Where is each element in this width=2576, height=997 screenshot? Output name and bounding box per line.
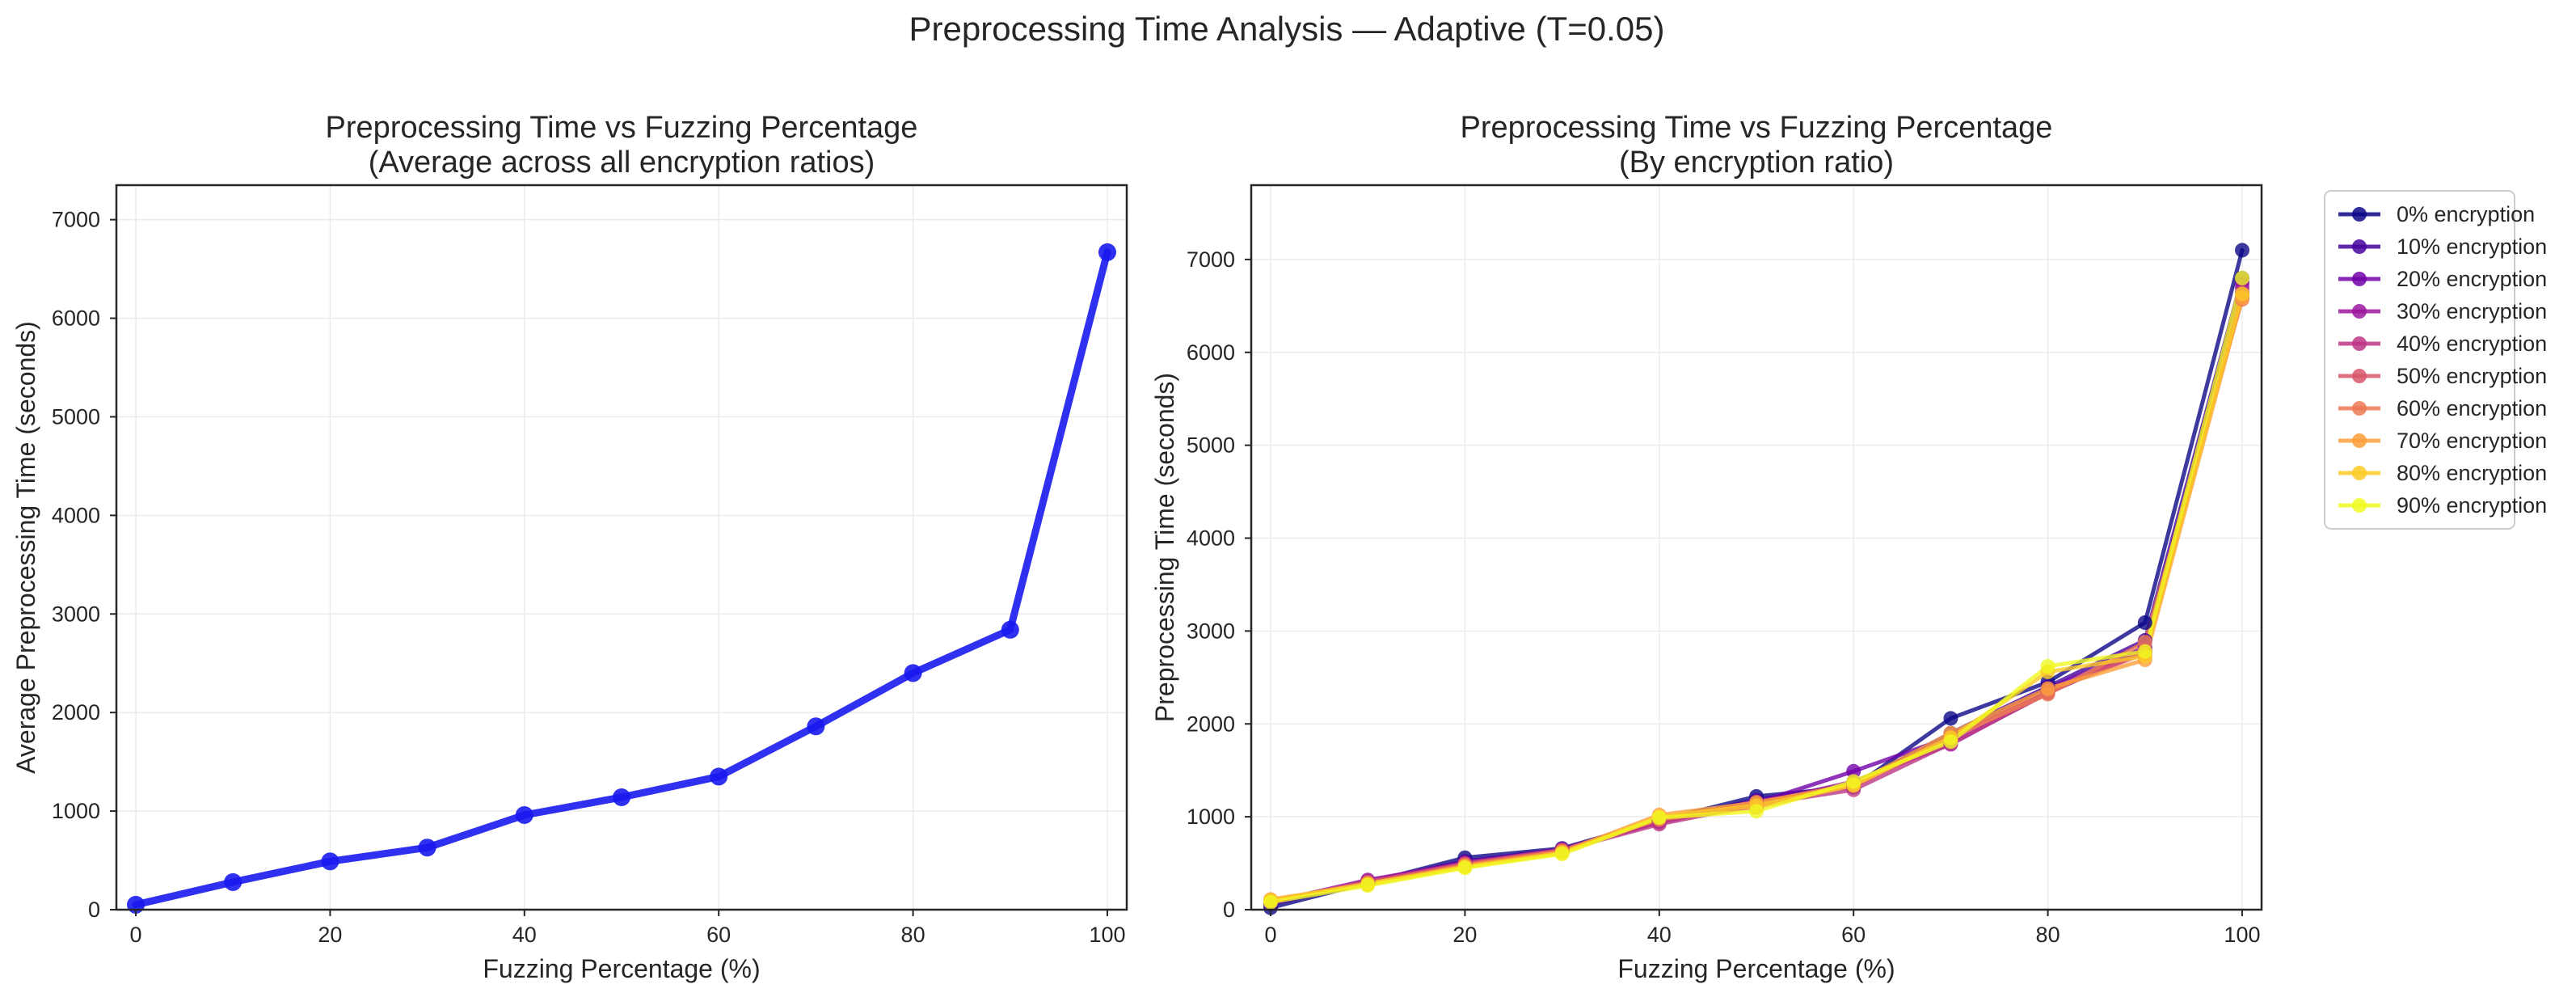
left-chart-data-point (418, 839, 436, 857)
right-chart-data-point (1749, 804, 1764, 819)
legend-entry-label: 50% encryption (2397, 364, 2547, 388)
left-chart-data-point (224, 872, 242, 891)
legend-entry-label: 70% encryption (2397, 429, 2547, 453)
legend-marker-swatch (2352, 369, 2367, 383)
left-chart-x-ticks: 0 20 40 60 80 100 (130, 910, 1125, 947)
left-chart-y-tick-label: 2000 (52, 700, 100, 725)
left-chart-x-tick-label: 60 (706, 923, 731, 947)
right-chart-data-point (2235, 270, 2249, 285)
right-chart-x-tick-label: 60 (1841, 923, 1866, 947)
right-chart-panel: 0 20 40 60 80 100 0 1000 2000 3000 4000 5000 6000 70… (1150, 111, 2263, 983)
right-chart-y-tick-label: 2000 (1187, 712, 1235, 736)
left-chart-data-point (321, 852, 339, 871)
legend-marker-swatch (2352, 498, 2367, 513)
right-chart-y-tick-label: 0 (1223, 898, 1235, 922)
left-chart-data-point (1001, 620, 1019, 639)
left-chart-data-point (807, 717, 825, 736)
right-chart-data-point (1554, 847, 1570, 862)
left-chart-y-tick-label: 5000 (52, 404, 100, 429)
right-chart-data-point (1651, 810, 1667, 826)
left-chart-data-point (904, 664, 922, 682)
left-chart-y-tick-label: 3000 (52, 602, 100, 626)
legend-entry-label: 90% encryption (2397, 493, 2547, 518)
right-chart-y-axis-label: Preprocessing Time (seconds) (1150, 373, 1179, 722)
left-chart-x-tick-label: 0 (130, 923, 142, 947)
right-chart-y-tick-label: 1000 (1187, 805, 1235, 829)
left-chart-y-tick-label: 1000 (52, 799, 100, 823)
right-chart-x-tick-label: 20 (1452, 923, 1477, 947)
left-chart-y-ticks: 0 1000 2000 3000 4000 5000 6000 7000 (52, 208, 116, 922)
left-chart-points (127, 243, 1116, 914)
legend-marker-swatch (2352, 466, 2367, 480)
left-chart-data-point (710, 767, 728, 786)
right-chart-legend: 0% encryption 10% encryption 20% encryptio… (2324, 190, 2547, 530)
left-chart-y-tick-label: 7000 (52, 208, 100, 232)
right-chart-title-line2: (By encryption ratio) (1619, 146, 1894, 180)
left-chart-y-tick-label: 6000 (52, 306, 100, 331)
left-chart-title-line2: (Average across all encryption ratios) (369, 146, 875, 180)
right-chart-frame (1250, 184, 2263, 911)
right-chart-y-tick-label: 3000 (1187, 619, 1235, 643)
right-chart-x-tick-label: 80 (2036, 923, 2060, 947)
right-chart-y-tick-label: 5000 (1187, 433, 1235, 458)
left-chart-x-tick-label: 100 (1089, 923, 1125, 947)
legend-marker-swatch (2352, 304, 2367, 319)
legend-entry-label: 80% encryption (2397, 461, 2547, 485)
right-chart-x-tick-label: 0 (1265, 923, 1277, 947)
legend-marker-swatch (2352, 207, 2367, 222)
left-chart-frame (115, 184, 1128, 911)
right-chart-x-ticks: 0 20 40 60 80 100 (1265, 910, 2260, 947)
left-chart-x-tick-label: 80 (901, 923, 925, 947)
right-chart-x-tick-label: 100 (2224, 923, 2260, 947)
right-chart-data-point (1263, 894, 1278, 910)
right-chart-data-point (2040, 681, 2055, 696)
left-chart-x-tick-label: 20 (318, 923, 342, 947)
right-chart-data-point (1457, 860, 1473, 876)
right-chart-y-tick-label: 4000 (1187, 526, 1235, 551)
legend-marker-swatch (2352, 272, 2367, 286)
right-chart-data-point (2137, 644, 2152, 659)
legend-marker-swatch (2352, 239, 2367, 254)
legend-items: 0% encryption 10% encryption 20% encryptio… (2338, 202, 2547, 518)
legend-entry-label: 10% encryption (2397, 234, 2547, 259)
right-chart-x-tick-label: 40 (1647, 923, 1672, 947)
legend-marker-swatch (2352, 433, 2367, 448)
right-chart-y-tick-label: 7000 (1187, 247, 1235, 272)
right-chart-y-ticks: 0 1000 2000 3000 4000 5000 6000 7000 (1187, 247, 1251, 922)
left-chart-grid (116, 185, 1127, 910)
left-chart-data-point (613, 788, 630, 806)
legend-marker-swatch (2352, 401, 2367, 416)
left-chart-y-axis-label: Average Preprocessing Time (seconds) (11, 321, 40, 774)
right-chart-data-point (1943, 711, 1958, 726)
right-chart-data-point (1943, 734, 1958, 750)
right-chart-data-point (1360, 878, 1376, 893)
left-chart-x-axis-label: Fuzzing Percentage (%) (483, 954, 760, 983)
legend-entry-label: 40% encryption (2397, 332, 2547, 356)
legend-entry-label: 20% encryption (2397, 267, 2547, 291)
legend-frame (2324, 190, 2515, 530)
right-chart-data-point (1846, 763, 1861, 779)
legend-marker-swatch (2352, 336, 2367, 351)
legend-entry-label: 60% encryption (2397, 396, 2547, 420)
right-chart-data-point (2137, 615, 2152, 630)
left-chart-data-point (515, 806, 533, 824)
left-chart-panel: 0 20 40 60 80 100 0 1000 2000 3000 4000 5000 6000 70… (11, 111, 1128, 983)
figure-suptitle: Preprocessing Time Analysis — Adaptive (… (909, 10, 1665, 48)
left-chart-data-point (1098, 243, 1116, 261)
left-chart-y-tick-label: 0 (88, 898, 100, 922)
legend-entry-label: 0% encryption (2397, 202, 2535, 226)
right-chart-title-line1: Preprocessing Time vs Fuzzing Percentage (1461, 111, 2053, 145)
right-chart-x-axis-label: Fuzzing Percentage (%) (1617, 954, 1895, 983)
right-chart-data-point (2235, 243, 2249, 258)
right-chart-data-point (2040, 659, 2055, 674)
right-chart-data-point (1846, 774, 1861, 789)
legend-entry-label: 30% encryption (2397, 299, 2547, 323)
right-chart-y-tick-label: 6000 (1187, 340, 1235, 365)
left-chart-y-tick-label: 4000 (52, 503, 100, 527)
right-chart-points (1263, 243, 2249, 915)
right-chart-data-point (2235, 286, 2249, 302)
left-chart-title-line1: Preprocessing Time vs Fuzzing Percentage (326, 111, 918, 145)
left-chart-x-tick-label: 40 (512, 923, 537, 947)
